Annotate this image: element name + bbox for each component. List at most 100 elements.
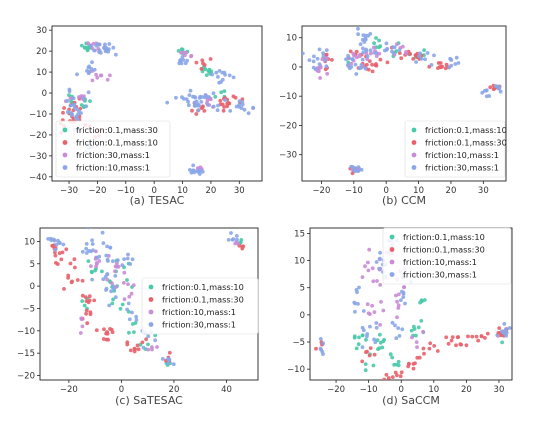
legend: friction:0.1,mass:10 friction:0.1,mass:30… <box>404 120 507 178</box>
x-tick-label: 0 <box>383 186 388 196</box>
data-point <box>183 61 188 66</box>
data-point <box>67 87 72 92</box>
data-point <box>216 75 220 79</box>
data-point <box>87 64 91 69</box>
x-tick-label: −10 <box>360 385 378 395</box>
data-point <box>81 96 86 101</box>
data-point <box>120 263 125 267</box>
data-point <box>422 298 427 302</box>
data-point <box>352 300 357 305</box>
data-point <box>375 279 379 283</box>
data-point <box>356 169 361 173</box>
data-point <box>321 51 325 56</box>
data-point <box>361 50 366 55</box>
data-point <box>180 95 184 100</box>
data-point <box>126 252 130 257</box>
data-point <box>223 72 228 77</box>
data-point <box>125 256 130 261</box>
data-point <box>105 272 110 277</box>
data-point <box>91 41 96 46</box>
data-point <box>390 320 395 325</box>
legend-marker <box>389 247 395 252</box>
data-point <box>194 112 199 116</box>
data-point <box>126 301 131 306</box>
data-point <box>166 356 171 361</box>
data-point <box>491 87 496 92</box>
data-point <box>351 51 356 56</box>
data-point <box>360 345 365 350</box>
data-point <box>67 93 71 97</box>
data-point <box>354 72 359 76</box>
data-point <box>141 345 146 350</box>
data-point <box>223 98 228 102</box>
data-point <box>87 298 92 303</box>
data-point <box>346 63 350 68</box>
data-point <box>86 228 91 230</box>
data-point <box>228 109 233 113</box>
y-tick-label: 10 <box>36 68 47 78</box>
data-point <box>153 338 158 343</box>
data-point <box>356 342 361 347</box>
data-point <box>360 275 365 279</box>
data-point <box>419 56 424 61</box>
data-point <box>90 242 95 246</box>
data-point <box>97 48 102 53</box>
data-point <box>418 51 422 56</box>
data-point <box>456 61 461 65</box>
legend-label: friction:0.1,mass:30 <box>162 295 244 305</box>
data-point <box>187 93 192 97</box>
data-point <box>395 315 399 320</box>
data-point <box>174 95 178 100</box>
data-point <box>140 340 145 345</box>
data-point <box>195 169 200 173</box>
data-point <box>366 311 371 316</box>
data-point <box>237 104 242 109</box>
data-point <box>122 257 126 261</box>
data-point <box>85 48 90 53</box>
data-point <box>231 237 236 242</box>
data-point <box>229 231 233 235</box>
y-tick-label: −10 <box>17 327 35 337</box>
data-point <box>88 99 92 103</box>
data-point <box>374 36 378 40</box>
data-point <box>179 50 183 55</box>
data-point <box>72 106 77 110</box>
data-point <box>318 76 322 80</box>
data-point <box>401 295 406 299</box>
data-point <box>53 247 58 252</box>
data-point <box>219 80 223 84</box>
data-point <box>365 334 369 339</box>
legend-label: friction:10,mass:1 <box>403 257 477 267</box>
data-point <box>377 38 381 43</box>
data-point <box>199 67 204 71</box>
x-tick-label: −10 <box>117 186 135 196</box>
data-point <box>113 274 118 278</box>
data-point <box>192 100 197 105</box>
data-point <box>370 303 374 308</box>
data-point <box>368 346 373 350</box>
data-point <box>356 302 360 306</box>
data-point <box>85 321 90 326</box>
scatter-points <box>58 41 256 176</box>
data-point <box>110 330 115 335</box>
data-point <box>242 107 247 112</box>
subplot-caption: (c) SaTESAC <box>115 394 183 407</box>
data-point <box>324 64 329 69</box>
data-point <box>69 113 74 118</box>
x-tick-label: 20 <box>206 186 217 196</box>
data-point <box>134 318 139 322</box>
data-point <box>206 95 211 99</box>
data-point <box>392 362 396 367</box>
data-point <box>395 299 399 304</box>
legend-label: friction:0.1,mass:10 <box>403 232 485 242</box>
data-point <box>80 249 85 254</box>
data-point <box>121 281 126 285</box>
data-point <box>314 346 318 351</box>
data-point <box>352 335 357 340</box>
data-point <box>390 375 395 379</box>
legend-marker <box>148 297 154 302</box>
data-point <box>399 56 404 61</box>
data-point <box>192 95 197 99</box>
data-point <box>397 51 402 55</box>
subplot-3: −20 0 20 40 −20 −15 −10 −5 0 5 10 friction:0.1,mass… <box>17 227 259 407</box>
